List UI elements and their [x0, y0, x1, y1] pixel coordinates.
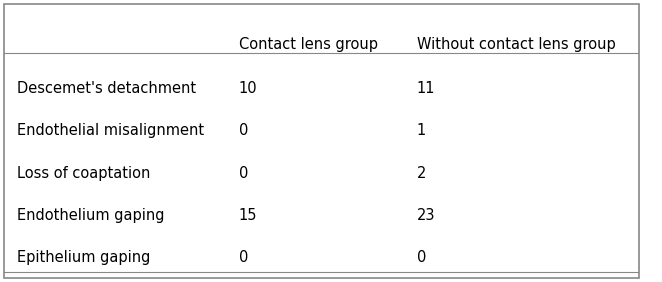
Text: 0: 0: [239, 166, 248, 181]
Text: 1: 1: [416, 123, 426, 138]
Text: 15: 15: [239, 208, 258, 223]
Text: 2: 2: [416, 166, 426, 181]
Text: Without contact lens group: Without contact lens group: [416, 37, 616, 52]
Text: 0: 0: [239, 250, 248, 265]
Text: Descemet's detachment: Descemet's detachment: [17, 81, 196, 96]
Text: Contact lens group: Contact lens group: [239, 37, 378, 52]
Text: 0: 0: [416, 250, 426, 265]
Text: Endothelial misalignment: Endothelial misalignment: [17, 123, 204, 138]
Text: 0: 0: [239, 123, 248, 138]
Text: 10: 10: [239, 81, 258, 96]
Text: 11: 11: [416, 81, 435, 96]
Text: Endothelium gaping: Endothelium gaping: [17, 208, 164, 223]
Text: 23: 23: [416, 208, 435, 223]
Text: Loss of coaptation: Loss of coaptation: [17, 166, 150, 181]
Text: Epithelium gaping: Epithelium gaping: [17, 250, 150, 265]
